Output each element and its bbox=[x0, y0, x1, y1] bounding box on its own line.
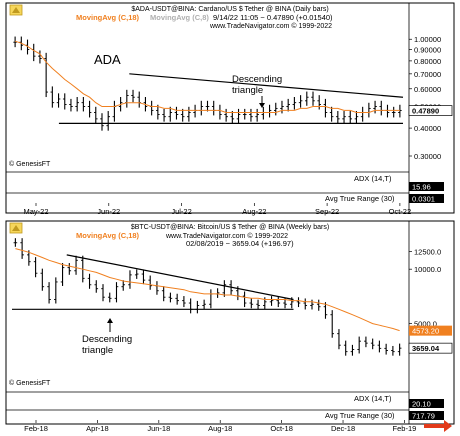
y-tick-label: 12500.0 bbox=[414, 248, 441, 257]
legend-ma18: MovingAvg (C,18) bbox=[76, 231, 140, 240]
adx-label: ADX (14,T) bbox=[354, 174, 392, 183]
annotation-descending-triangle: Descending bbox=[232, 74, 282, 85]
annotation-descending-triangle: triangle bbox=[232, 85, 263, 96]
x-tick-label: Aug-22 bbox=[242, 207, 266, 216]
x-tick-label: Aug-18 bbox=[208, 424, 232, 433]
logo-triangle-icon bbox=[12, 7, 20, 13]
x-tick-label: Jun-18 bbox=[147, 424, 170, 433]
atr-value-box bbox=[409, 411, 444, 420]
last-price-box bbox=[408, 105, 453, 116]
last-price-label: 0.47890 bbox=[412, 107, 439, 116]
header-site: www.TradeNavigator.com © 1999-2022 bbox=[165, 232, 288, 240]
chart-symbol-title: $BTC-USDT@BINA: Bitcoin/US $ Tether @ BI… bbox=[131, 224, 329, 231]
watermark-genesisft: © GenesisFT bbox=[9, 379, 51, 387]
adx-value-box bbox=[409, 399, 444, 408]
adx-value: 20.10 bbox=[412, 400, 431, 409]
adx-value: 15.96 bbox=[412, 183, 431, 192]
x-tick-label: Sep-22 bbox=[315, 207, 339, 216]
scroll-right-arrow-icon bbox=[424, 420, 452, 432]
triangle-resistance-line bbox=[66, 254, 294, 301]
x-tick-label: May-22 bbox=[23, 207, 48, 216]
chart-panel-2: $BTC-USDT@BINA: Bitcoin/US $ Tether @ BI… bbox=[5, 220, 455, 433]
y-tick-label: 0.30000 bbox=[414, 152, 441, 161]
logo-triangle-icon bbox=[12, 225, 20, 231]
y-tick-label: 10000.0 bbox=[414, 265, 441, 274]
header-quote: 9/14/22 11:05 − 0.47890 (+0.01540) bbox=[213, 13, 333, 22]
atr-value: 0.0301 bbox=[412, 195, 435, 204]
asset-label: ADA bbox=[94, 52, 121, 67]
annotation-arrowhead bbox=[107, 318, 113, 323]
annotation-descending-triangle: Descending bbox=[82, 334, 132, 345]
atr-value-box bbox=[409, 194, 444, 203]
atr-label: Avg True Range (30) bbox=[325, 194, 395, 203]
legend-ma18: MovingAvg (C,18) bbox=[76, 13, 140, 22]
y-tick-label: 0.90000 bbox=[414, 45, 441, 54]
annotation-arrowhead bbox=[259, 103, 265, 108]
y-tick-label: 1.00000 bbox=[414, 35, 441, 44]
last-price-label: 3659.04 bbox=[412, 344, 440, 353]
x-tick-label: Feb-19 bbox=[393, 424, 417, 433]
annotation-descending-triangle: triangle bbox=[82, 345, 113, 356]
x-tick-label: Dec-18 bbox=[331, 424, 355, 433]
x-tick-label: Oct-22 bbox=[389, 207, 412, 216]
atr-value: 717.79 bbox=[412, 412, 435, 421]
ma18-line bbox=[14, 40, 400, 113]
y-tick-label: 0.60000 bbox=[414, 85, 441, 94]
x-tick-label: Feb-18 bbox=[24, 424, 48, 433]
adx-label: ADX (14,T) bbox=[354, 394, 392, 403]
adx-value-box bbox=[409, 182, 444, 191]
y-tick-label: 0.80000 bbox=[414, 57, 441, 66]
panel-frame bbox=[5, 220, 455, 425]
x-tick-label: Apr-18 bbox=[86, 424, 109, 433]
y-tick-label: 0.40000 bbox=[414, 124, 441, 133]
atr-label: Avg True Range (30) bbox=[325, 411, 395, 420]
ma-value-label: 4573.20 bbox=[412, 327, 439, 336]
last-price-box bbox=[408, 342, 453, 354]
watermark-genesisft: © GenesisFT bbox=[9, 160, 51, 168]
ma18-line bbox=[15, 248, 400, 332]
chart-symbol-title: $ADA-USDT@BINA: Cardano/US $ Tether @ BI… bbox=[131, 6, 328, 13]
panel-frame bbox=[5, 2, 455, 214]
x-tick-label: Oct-18 bbox=[270, 424, 293, 433]
y-tick-label: 5000.0 bbox=[414, 320, 437, 329]
chart-panel-1: $ADA-USDT@BINA: Cardano/US $ Tether @ BI… bbox=[5, 2, 455, 216]
ma-value-box bbox=[409, 325, 452, 336]
y-tick-label: 0.70000 bbox=[414, 70, 441, 79]
x-tick-label: Jun-22 bbox=[97, 207, 120, 216]
header-quote: 02/08/2019 − 3659.04 (+196.97) bbox=[186, 239, 294, 248]
x-tick-label: Jul-22 bbox=[171, 207, 191, 216]
header-site: www.TradeNavigator.com © 1999-2022 bbox=[209, 22, 332, 30]
legend-ma8: MovingAvg (C,8) bbox=[150, 13, 209, 22]
triangle-resistance-line bbox=[129, 73, 404, 98]
